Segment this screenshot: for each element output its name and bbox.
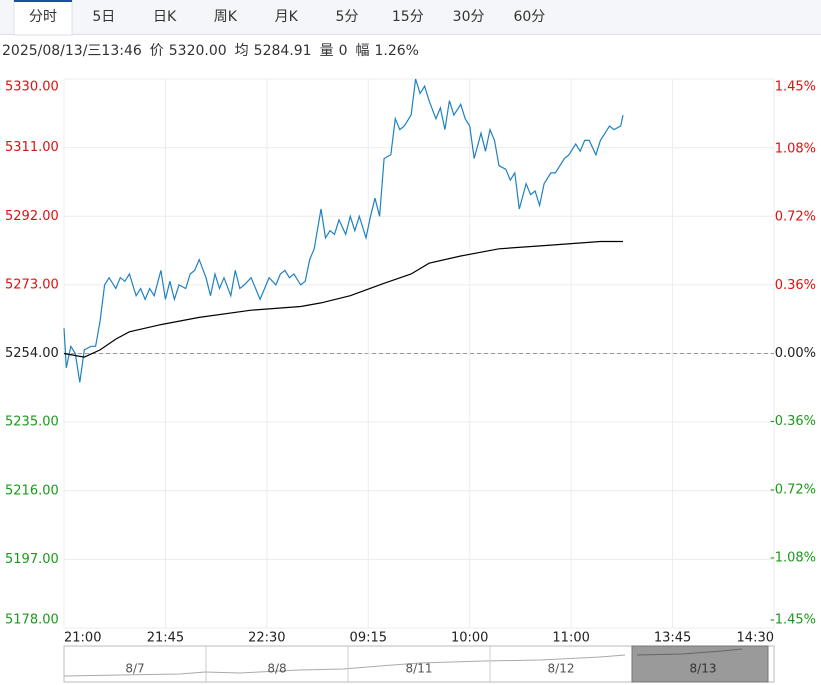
tab[interactable]: 60分 (513, 9, 545, 25)
active-tab-marker (14, 0, 72, 2)
tab[interactable]: 月K (275, 9, 299, 25)
info-value: 5320.00 (169, 43, 227, 59)
navigator-date[interactable]: 8/12 (548, 662, 575, 676)
x-tick-label: 09:15 (350, 631, 387, 646)
y-tick-label: 5311.00 (5, 140, 59, 155)
info-value: 1.26% (375, 43, 419, 59)
info-label: 幅 (356, 43, 370, 59)
navigator-date[interactable]: 8/7 (125, 662, 144, 676)
tab[interactable]: 5日 (92, 9, 115, 25)
tabs: 分时 5日 日K 周K 月K 5分 15分 30分 60分 (13, 0, 545, 36)
y2-tick-label: 1.45% (775, 80, 816, 95)
plot: 21:00 21:45 22:30 09:15 10:00 11:00 13:45 14:30… (5, 78, 816, 646)
tab[interactable]: 分时 (29, 9, 57, 25)
navigator-trace (63, 654, 626, 677)
info-label: 价 (150, 43, 164, 59)
info-label: 量 (320, 43, 334, 59)
y2-tick-label: -1.45% (770, 613, 816, 628)
navigator: 8/7 8/8 8/11 8/12 8/13 (63, 645, 775, 683)
x-tick-label: 13:45 (654, 631, 691, 646)
y-tick-label: 5197.00 (5, 552, 59, 567)
y-tick-label: 5235.00 (5, 415, 59, 430)
navigator-trace (636, 648, 743, 656)
info-value: 5284.91 (254, 43, 312, 59)
info-value: 0 (339, 43, 348, 59)
tab-bar (0, 0, 821, 34)
tab[interactable]: 5分 (336, 9, 359, 25)
x-tick-label: 21:45 (147, 631, 184, 646)
y-tick-label: 5330.00 (5, 80, 59, 95)
tab[interactable]: 日K (153, 9, 177, 25)
y2-tick-label: 0.00% (775, 346, 816, 361)
navigator-date[interactable]: 8/13 (690, 662, 717, 676)
y-tick-label: 5178.00 (5, 613, 59, 628)
x-tick-label: 14:30 (737, 631, 774, 646)
y2-tick-label: -0.36% (770, 414, 816, 429)
navigator-date[interactable]: 8/11 (406, 662, 433, 676)
y-tick-label: 5292.00 (5, 209, 59, 224)
y-tick-label: 5216.00 (5, 483, 59, 498)
info-line: 2025/08/13/三13:46 价 5320.00 均 5284.91 量 0 幅 1.26… (2, 43, 419, 59)
y2-tick-label: 0.36% (775, 278, 816, 293)
y-tick-label: 5254.00 (5, 346, 59, 361)
tab[interactable]: 周K (214, 9, 238, 25)
active-tab (13, 0, 73, 36)
price-line (63, 78, 624, 383)
info-label: 均 (235, 43, 249, 59)
x-tick-label: 11:00 (552, 631, 589, 646)
tab[interactable]: 30分 (453, 9, 485, 25)
y2-tick-label: -0.72% (770, 482, 816, 497)
average-line (63, 240, 623, 358)
x-tick-label: 10:00 (451, 631, 488, 646)
tab[interactable]: 15分 (392, 9, 424, 25)
navigator-date[interactable]: 8/8 (267, 662, 286, 676)
y2-tick-label: -1.08% (770, 550, 816, 565)
x-tick-label: 22:30 (248, 631, 285, 646)
y2-tick-label: 0.72% (775, 210, 816, 225)
y-tick-label: 5273.00 (5, 277, 59, 292)
y2-tick-label: 1.08% (775, 142, 816, 157)
x-tick-label: 21:00 (64, 631, 101, 646)
navigator-selection[interactable] (631, 645, 769, 683)
info-time: 2025/08/13/三13:46 (2, 43, 142, 59)
